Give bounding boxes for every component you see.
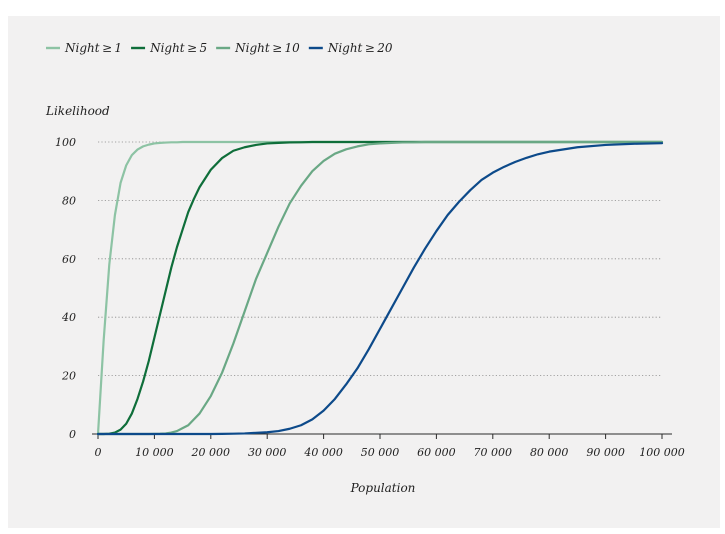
x-tick-label: 50 000 bbox=[361, 446, 400, 459]
x-axis-label: Population bbox=[350, 481, 416, 495]
legend-item-3: Night ≥ 20 bbox=[308, 41, 393, 55]
legend-label-1: Night ≥ 5 bbox=[149, 41, 207, 55]
x-tick-label: 40 000 bbox=[303, 446, 343, 459]
x-tick-label: 90 000 bbox=[586, 446, 625, 459]
y-tick-label: 40 bbox=[61, 311, 76, 324]
x-tick-label: 60 000 bbox=[417, 446, 456, 459]
y-axis-label: Likelihood bbox=[45, 104, 110, 118]
series-lines bbox=[96, 140, 664, 436]
x-tick-label: 70 000 bbox=[474, 446, 513, 459]
y-tick-label: 0 bbox=[69, 428, 76, 441]
x-tick-label: 10 000 bbox=[135, 446, 174, 459]
series-line-3 bbox=[96, 142, 664, 436]
x-tick-label: 100 000 bbox=[639, 446, 685, 459]
legend-item-2: Night ≥ 10 bbox=[216, 41, 300, 55]
y-tick-label: 60 bbox=[62, 253, 76, 266]
y-tick-label: 20 bbox=[61, 370, 76, 383]
series-line-0 bbox=[96, 140, 664, 436]
likelihood-population-chart: Night ≥ 1 Night ≥ 5 Night ≥ 10 Night ≥ 20 L… bbox=[45, 41, 685, 495]
legend-item-0: Night ≥ 1 bbox=[46, 41, 122, 55]
x-tick-label: 0 bbox=[95, 446, 102, 459]
y-tick-labels: 0 20 40 60 80 100 bbox=[55, 136, 76, 441]
series-line-2 bbox=[96, 140, 664, 436]
x-tick-labels: 0 10 000 20 000 30 000 40 000 50 000 60 000 70 … bbox=[95, 446, 685, 459]
y-tick-label: 80 bbox=[62, 194, 76, 207]
legend: Night ≥ 1 Night ≥ 5 Night ≥ 10 Night ≥ 20 bbox=[46, 41, 393, 55]
chart-panel: Night ≥ 1 Night ≥ 5 Night ≥ 10 Night ≥ 20 L… bbox=[8, 16, 720, 528]
x-tick-label: 30 000 bbox=[248, 446, 287, 459]
legend-item-1: Night ≥ 5 bbox=[131, 41, 207, 55]
x-tick-label: 20 000 bbox=[191, 446, 231, 459]
series-line-1 bbox=[96, 140, 664, 436]
y-tick-label: 100 bbox=[55, 136, 76, 149]
gridlines bbox=[98, 141, 662, 377]
legend-label-0: Night ≥ 1 bbox=[64, 41, 122, 55]
legend-label-2: Night ≥ 10 bbox=[234, 41, 300, 55]
legend-label-3: Night ≥ 20 bbox=[327, 41, 393, 55]
x-tick-label: 80 000 bbox=[530, 446, 569, 459]
